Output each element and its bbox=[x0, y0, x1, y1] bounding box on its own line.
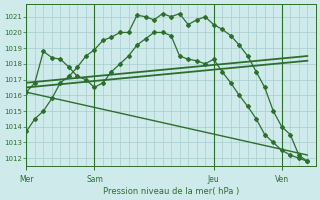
X-axis label: Pression niveau de la mer( hPa ): Pression niveau de la mer( hPa ) bbox=[103, 187, 239, 196]
